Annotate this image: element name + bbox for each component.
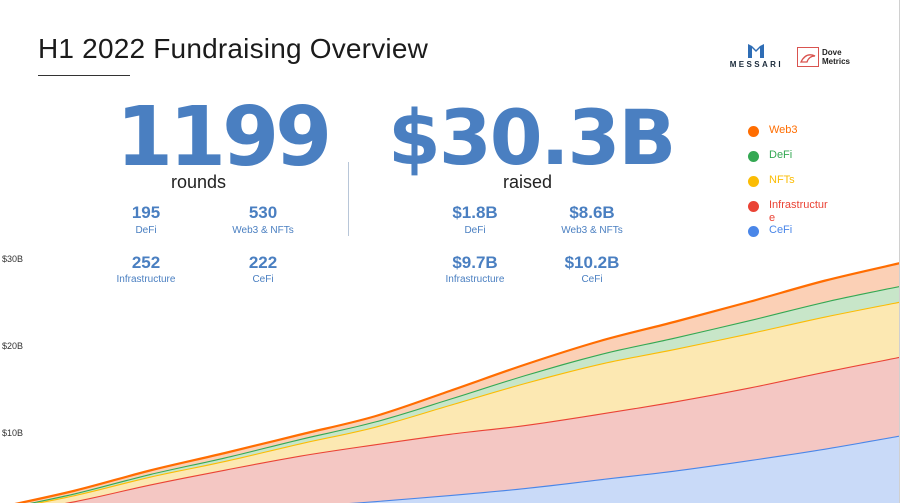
raised-infra-value: $9.7B bbox=[452, 253, 498, 272]
messari-wordmark: MESSARI bbox=[729, 60, 783, 69]
dove-wordmark: Dove Metrics bbox=[821, 47, 850, 66]
dove-metrics-logo: Dove Metrics bbox=[796, 46, 850, 67]
section-divider bbox=[348, 162, 349, 236]
raised-web3-label: Web3 & NFTs bbox=[561, 225, 623, 236]
title-underline bbox=[38, 75, 130, 76]
messari-icon bbox=[748, 44, 765, 58]
raised-infra-label: Infrastructure bbox=[445, 274, 505, 285]
chart-legend: Web3 DeFi NFTs Infrastructure CeFi bbox=[748, 124, 833, 249]
rounds-infra-value: 252 bbox=[131, 253, 161, 272]
legend-swatch-nfts bbox=[748, 176, 759, 187]
raised-web3-value: $8.6B bbox=[569, 203, 615, 222]
y-tick-30b: $30B bbox=[2, 254, 24, 264]
legend-item-cefi: CeFi bbox=[748, 224, 833, 249]
raised-total: $30.3B bbox=[388, 93, 676, 182]
rounds-defi-value: 195 bbox=[131, 203, 161, 222]
raised-label: raised bbox=[503, 172, 553, 192]
legend-label-defi: DeFi bbox=[769, 149, 793, 161]
legend-item-web3: Web3 bbox=[748, 124, 833, 149]
series-line-web3 bbox=[14, 262, 900, 503]
legend-label-nfts: NFTs bbox=[769, 174, 795, 186]
legend-swatch-cefi bbox=[748, 226, 759, 237]
logos: MESSARI Dove Metrics bbox=[730, 44, 850, 69]
rounds-web3-value: 530 bbox=[248, 203, 278, 222]
area-cefi bbox=[349, 435, 900, 503]
y-tick-20b: $20B bbox=[2, 341, 24, 351]
legend-swatch-infrastructure bbox=[748, 201, 759, 212]
raised-defi-value: $1.8B bbox=[452, 203, 498, 222]
legend-item-infrastructure: Infrastructure bbox=[748, 199, 833, 224]
legend-label-web3: Web3 bbox=[769, 124, 798, 136]
page-title: H1 2022 Fundraising Overview bbox=[38, 33, 429, 64]
raised-cefi-label: CeFi bbox=[581, 274, 603, 285]
rounds-cefi-value: 222 bbox=[248, 253, 278, 272]
y-tick-10b: $10B bbox=[2, 428, 24, 438]
legend-swatch-defi bbox=[748, 151, 759, 162]
area-infrastructure bbox=[64, 356, 900, 503]
raised-defi-label: DeFi bbox=[464, 225, 486, 236]
legend-label-infrastructure: Infrastructure bbox=[769, 199, 828, 224]
rounds-cefi-label: CeFi bbox=[252, 274, 274, 285]
messari-logo: MESSARI bbox=[730, 44, 783, 69]
raised-cefi-value: $10.2B bbox=[564, 253, 620, 272]
area-web3 bbox=[19, 263, 900, 503]
legend-label-cefi: CeFi bbox=[769, 224, 793, 236]
rounds-defi-label: DeFi bbox=[135, 225, 157, 236]
rounds-total: 1199 bbox=[116, 90, 332, 185]
rounds-web3-label: Web3 & NFTs bbox=[232, 225, 294, 236]
dove-icon bbox=[796, 46, 819, 67]
legend-item-nfts: NFTs bbox=[748, 174, 833, 199]
rounds-infra-label: Infrastructure bbox=[116, 274, 176, 285]
area-nfts bbox=[35, 301, 900, 503]
legend-item-defi: DeFi bbox=[748, 149, 833, 174]
rounds-label: rounds bbox=[171, 172, 227, 192]
legend-swatch-web3 bbox=[748, 126, 759, 137]
